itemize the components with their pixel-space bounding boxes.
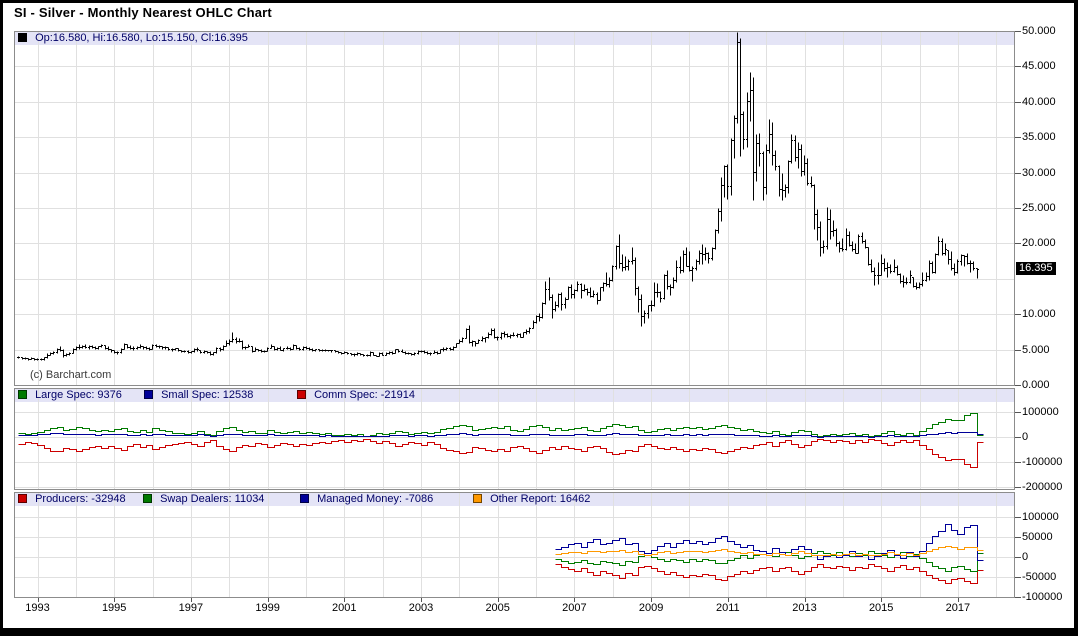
legend-item-managed-money: Managed Money: -7086 — [300, 493, 433, 506]
ohlc-legend-label: Op:16.580, Hi:16.580, Lo:15.150, Cl:16.3… — [35, 32, 248, 44]
x-axis-tick — [114, 598, 116, 602]
price-panel-svg — [14, 31, 1015, 386]
x-axis-year-label: 2015 — [868, 602, 894, 614]
chart-canvas: SI - Silver - Monthly Nearest OHLC Chart… — [3, 3, 1074, 628]
price-axis-label: 35.000 — [1022, 131, 1056, 144]
price-axis-label: 45.000 — [1022, 60, 1056, 73]
cot-legacy-legend: Large Spec: 9376 Small Spec: 12538 Comm … — [14, 389, 1015, 402]
comm-spec-legend-label: Comm Spec: -21914 — [314, 389, 415, 401]
producers-swatch-icon — [18, 494, 27, 503]
y-axis-tick — [1015, 537, 1021, 538]
x-axis-tick — [37, 598, 39, 602]
y-axis-tick — [1015, 31, 1021, 32]
price-legend: Op:16.580, Hi:16.580, Lo:15.150, Cl:16.3… — [14, 32, 1015, 45]
ohlc-swatch-icon — [18, 33, 27, 42]
copyright-watermark: (c) Barchart.com — [30, 369, 112, 381]
producers-legend-label: Producers: -32948 — [35, 493, 126, 505]
price-axis-label: 30.000 — [1022, 166, 1056, 179]
comm-spec-swatch-icon — [297, 390, 306, 399]
y-axis-tick — [1015, 243, 1021, 245]
y-axis-tick — [1015, 437, 1021, 438]
x-axis-tick — [497, 598, 499, 602]
managed-money-legend-label: Managed Money: -7086 — [317, 493, 434, 505]
x-axis-year-label: 1997 — [178, 602, 204, 614]
y-axis-tick — [1015, 101, 1021, 103]
x-axis-year-label: 2017 — [945, 602, 971, 614]
x-axis-tick — [727, 598, 729, 602]
y-axis-tick — [1015, 487, 1021, 488]
large-spec-swatch-icon — [18, 390, 27, 399]
y-axis-tick — [1015, 314, 1021, 316]
x-axis-tick — [344, 598, 346, 602]
x-axis-year-label: 2005 — [485, 602, 510, 614]
disagg-axis-label: 50000 — [1022, 531, 1053, 543]
price-axis-label: 50.000 — [1022, 25, 1056, 37]
legend-item-other-report: Other Report: 16462 — [473, 493, 590, 506]
disagg-axis-label: 0 — [1022, 551, 1029, 563]
y-axis-tick — [1015, 172, 1021, 174]
disagg-axis-label: 100000 — [1022, 511, 1059, 523]
y-axis-tick — [1015, 137, 1021, 139]
cot-disagg-legend: Producers: -32948 Swap Dealers: 11034 Ma… — [14, 493, 1015, 506]
x-axis-year-label: 1999 — [255, 602, 280, 614]
large-spec-legend-label: Large Spec: 9376 — [35, 389, 122, 401]
last-price-tag: 16.395 — [1016, 262, 1056, 275]
y-axis-tick — [1015, 349, 1021, 351]
x-axis-tick — [574, 598, 576, 602]
price-axis-label: 20.000 — [1022, 237, 1056, 250]
legend-item-large-spec: Large Spec: 9376 — [18, 389, 122, 402]
swap-dealers-swatch-icon — [143, 494, 152, 503]
y-axis-tick — [1015, 517, 1021, 518]
legacy-axis-label: -100000 — [1022, 456, 1063, 468]
cot-legacy-panel-svg — [14, 388, 1015, 490]
swap-dealers-legend-label: Swap Dealers: 11034 — [160, 493, 265, 505]
price-axis-label: 25.000 — [1022, 202, 1056, 214]
legend-item-small-spec: Small Spec: 12538 — [144, 389, 253, 402]
legacy-axis-label: 100000 — [1022, 406, 1059, 418]
x-axis-year-label: 2011 — [715, 602, 740, 614]
disagg-axis-label: -50000 — [1022, 571, 1057, 583]
legend-item-swap-dealers: Swap Dealers: 11034 — [143, 493, 264, 506]
y-axis-tick — [1015, 412, 1021, 413]
y-axis-tick — [1015, 66, 1021, 68]
legend-item-producers: Producers: -32948 — [18, 493, 126, 506]
small-spec-swatch-icon — [144, 390, 153, 399]
legacy-axis-label: 0 — [1022, 431, 1029, 443]
y-axis-tick — [1015, 577, 1021, 578]
x-axis-year-label: 2001 — [332, 602, 357, 614]
legacy-axis-label: -200000 — [1022, 481, 1063, 493]
x-axis-year-label: 2009 — [638, 602, 664, 614]
x-axis-tick — [190, 598, 192, 602]
other-report-swatch-icon — [473, 494, 482, 503]
x-axis-tick — [957, 598, 959, 602]
price-axis-label: 40.000 — [1022, 95, 1056, 108]
managed-money-swatch-icon — [300, 494, 309, 503]
x-axis-tick — [651, 598, 653, 602]
legend-item-ohlc: Op:16.580, Hi:16.580, Lo:15.150, Cl:16.3… — [18, 32, 248, 45]
x-axis-tick — [881, 598, 883, 602]
x-axis-year-label: 1995 — [101, 602, 127, 614]
cot-disagg-panel-svg — [14, 492, 1015, 598]
x-axis-tick — [267, 598, 269, 602]
legend-item-comm-spec: Comm Spec: -21914 — [297, 389, 415, 402]
price-axis-label: 5.000 — [1022, 343, 1050, 356]
y-axis-tick — [1015, 597, 1021, 598]
x-axis-year-label: 2013 — [792, 602, 817, 614]
x-axis-year-label: 1993 — [25, 602, 50, 614]
y-axis-tick — [1015, 208, 1021, 209]
x-axis-tick — [421, 598, 422, 602]
small-spec-legend-label: Small Spec: 12538 — [161, 389, 254, 401]
y-axis-tick — [1015, 462, 1021, 463]
y-axis-tick — [1015, 557, 1021, 558]
x-axis-tick — [804, 598, 806, 602]
y-axis-tick — [1015, 385, 1021, 386]
price-axis-label: 10.000 — [1022, 308, 1056, 321]
x-axis-year-label: 2003 — [408, 602, 434, 614]
other-report-legend-label: Other Report: 16462 — [490, 493, 591, 505]
chart-title: SI - Silver - Monthly Nearest OHLC Chart — [14, 5, 272, 20]
disagg-axis-label: -100000 — [1022, 591, 1063, 603]
x-axis-year-label: 2007 — [562, 602, 587, 614]
price-axis-label: 0.000 — [1022, 379, 1050, 391]
